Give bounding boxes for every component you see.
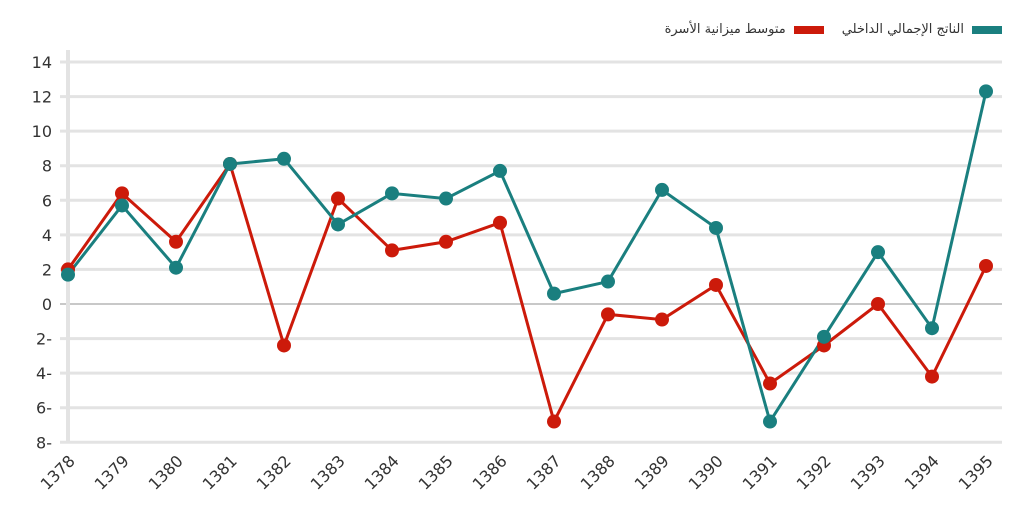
data-point-series-0 <box>817 329 831 344</box>
x-tick-label: 1381 <box>199 451 241 493</box>
data-point-series-0 <box>439 191 453 206</box>
data-point-series-0 <box>223 156 237 171</box>
x-tick-label: 1392 <box>793 451 835 493</box>
y-tick-label: 6- <box>36 399 52 418</box>
y-tick-label: 8 <box>42 157 52 176</box>
x-tick-label: 1383 <box>307 451 349 493</box>
x-tick-label: 1388 <box>577 451 619 493</box>
data-point-series-0 <box>547 286 561 301</box>
data-point-series-0 <box>925 321 939 336</box>
x-tick-label: 1380 <box>145 451 187 493</box>
data-point-series-0 <box>61 267 75 282</box>
x-tick-label: 1391 <box>739 451 781 493</box>
series-line-1 <box>66 160 988 426</box>
data-point-series-0 <box>655 182 669 197</box>
y-tick-label: 2- <box>36 330 52 349</box>
data-point-series-0 <box>601 274 615 289</box>
x-tick-label: 1387 <box>523 451 565 493</box>
series-line-0 <box>66 91 988 426</box>
data-point-series-1 <box>601 307 615 322</box>
data-point-series-1 <box>925 369 939 384</box>
data-point-series-1 <box>385 243 399 258</box>
x-tick-label: 1390 <box>685 451 727 493</box>
legend: الناتج الإجمالي الداخلي متوسط ميزانية ال… <box>655 22 1002 37</box>
data-point-series-1 <box>871 297 885 311</box>
legend-item-gdp: الناتج الإجمالي الداخلي <box>842 22 1002 37</box>
data-point-series-1 <box>277 338 291 353</box>
data-point-series-0 <box>979 84 993 99</box>
data-point-series-0 <box>277 151 291 166</box>
data-point-series-1 <box>763 376 777 391</box>
data-point-series-1 <box>115 186 129 201</box>
data-point-series-1 <box>493 215 507 230</box>
legend-swatch-household <box>793 25 824 34</box>
y-tick-label: 6 <box>42 191 52 210</box>
x-tick-label: 1382 <box>253 451 295 493</box>
x-tick-label: 1394 <box>901 451 943 493</box>
x-tick-label: 1395 <box>955 451 997 493</box>
x-tick-label: 1386 <box>469 451 511 493</box>
y-tick-label: 10 <box>32 122 52 141</box>
x-tick-label: 1378 <box>37 451 79 493</box>
y-tick-label: 4- <box>36 364 52 383</box>
x-tick-label: 1385 <box>415 451 457 493</box>
x-tick-label: 1384 <box>361 451 403 493</box>
data-point-series-1 <box>979 258 993 273</box>
y-tick-label: 12 <box>32 88 52 107</box>
data-point-series-0 <box>385 186 399 201</box>
data-point-series-1 <box>331 191 345 206</box>
data-point-series-0 <box>709 220 723 235</box>
legend-swatch-gdp <box>972 25 1002 34</box>
x-tick-label: 1389 <box>631 451 673 493</box>
data-point-series-0 <box>169 260 183 275</box>
y-tick-label: 2 <box>42 260 52 279</box>
x-tick-label: 1379 <box>91 451 133 493</box>
y-tick-label: 8- <box>36 433 52 452</box>
data-point-series-0 <box>871 245 885 260</box>
data-point-series-0 <box>331 217 345 232</box>
data-point-series-1 <box>655 312 669 327</box>
data-point-series-1 <box>439 234 453 249</box>
data-point-series-0 <box>115 198 129 213</box>
data-point-series-1 <box>169 234 183 249</box>
data-point-series-0 <box>493 163 507 178</box>
legend-label-gdp: الناتج الإجمالي الداخلي <box>841 22 964 37</box>
y-tick-label: 14 <box>32 53 52 72</box>
data-point-series-1 <box>547 414 561 429</box>
legend-item-household: متوسط ميزانية الأسرة <box>665 22 824 37</box>
legend-label-household: متوسط ميزانية الأسرة <box>664 22 786 37</box>
y-tick-label: 4 <box>42 226 52 245</box>
x-tick-label: 1393 <box>847 451 889 493</box>
data-point-series-1 <box>709 277 723 292</box>
data-point-series-0 <box>763 414 777 429</box>
y-tick-label: 0 <box>42 295 52 314</box>
